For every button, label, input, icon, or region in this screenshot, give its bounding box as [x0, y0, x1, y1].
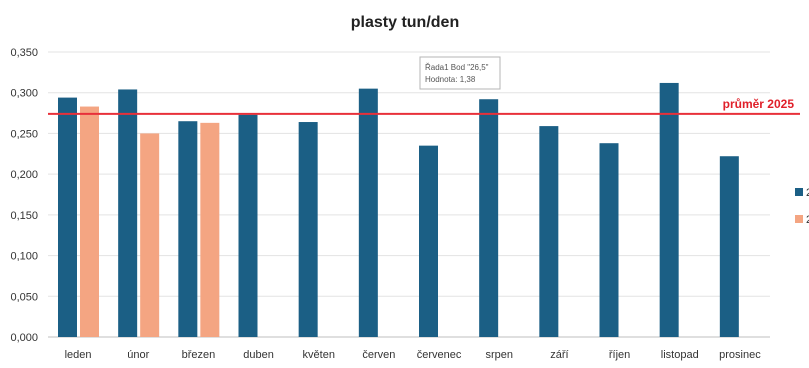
legend-label: 2 [806, 187, 809, 199]
bar [140, 133, 160, 337]
y-tick-label: 0,200 [10, 169, 38, 181]
bar [80, 106, 99, 337]
bar [539, 126, 559, 337]
y-tick-label: 0,350 [10, 47, 38, 59]
average-line: průměr 2025 [48, 97, 800, 115]
y-tick-label: 0,000 [10, 332, 38, 344]
gridlines [48, 51, 770, 338]
x-category-label: květen [303, 349, 335, 361]
x-category-label: srpen [485, 349, 513, 361]
x-category-label: říjen [609, 349, 630, 361]
y-tick-label: 0,150 [10, 210, 38, 222]
bar [479, 99, 499, 337]
y-tick-label: 0,100 [10, 251, 38, 263]
x-category-label: červenec [417, 349, 462, 361]
bar [419, 145, 438, 337]
bar [298, 122, 318, 338]
x-category-label: leden [65, 349, 92, 361]
legend-label: 2 [806, 214, 809, 226]
bar [118, 89, 138, 337]
bar [200, 122, 220, 337]
bar [599, 143, 619, 337]
legend-swatch [795, 215, 803, 223]
x-category-label: listopad [661, 349, 699, 361]
tooltip-line-2: Hodnota: 1,38 [425, 75, 476, 84]
legend-swatch [795, 188, 803, 196]
y-tick-label: 0,050 [10, 291, 38, 303]
bars [58, 82, 739, 338]
x-category-label: prosinec [719, 349, 761, 361]
bar [659, 82, 679, 337]
tooltip-line-1: Řada1 Bod "26,5" [425, 63, 489, 72]
tooltip: Řada1 Bod "26,5" Hodnota: 1,38 [419, 56, 501, 90]
x-axis: leden únor březen duben květen červen červenec… [65, 349, 762, 361]
y-tick-label: 0,300 [10, 88, 38, 100]
x-category-label: březen [182, 349, 216, 361]
average-line-label: průměr 2025 [723, 97, 795, 111]
tooltip-box [419, 56, 501, 90]
y-axis: 0,000 0,050 0,100 0,150 0,200 0,250 0,300 0,350 [10, 47, 38, 344]
bar [358, 88, 378, 338]
bar [238, 114, 258, 337]
y-tick-label: 0,250 [10, 128, 38, 140]
x-category-label: září [550, 349, 568, 361]
bar [58, 97, 77, 337]
bar [178, 121, 198, 337]
chart-title: plasty tun/den [351, 14, 459, 31]
x-category-label: únor [127, 349, 149, 361]
x-category-label: duben [243, 349, 274, 361]
bar [719, 156, 739, 337]
x-category-label: červen [362, 349, 395, 361]
legend: 22 [795, 187, 809, 226]
